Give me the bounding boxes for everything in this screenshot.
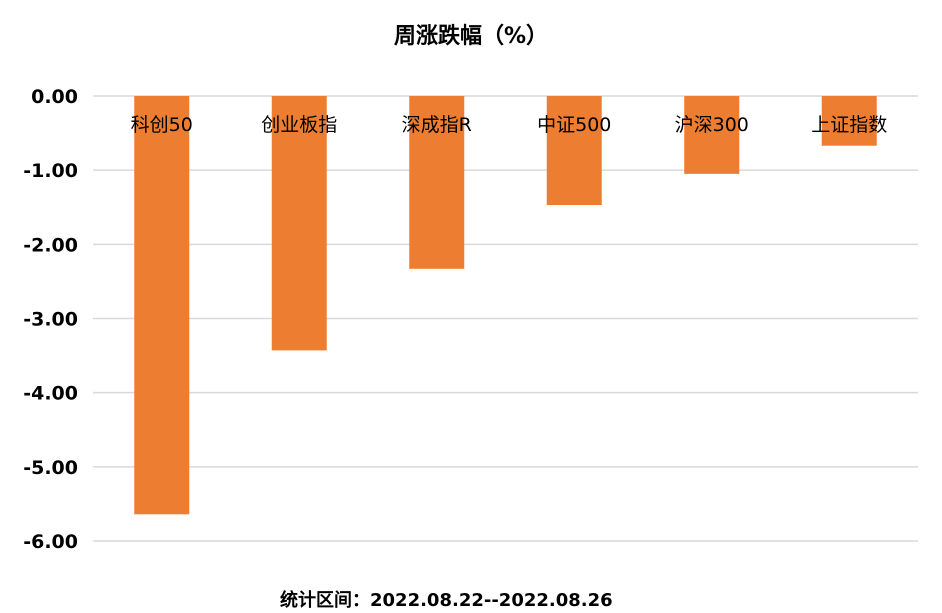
y-tick-label: -4.00 <box>23 383 78 405</box>
y-tick-label: -2.00 <box>23 234 78 256</box>
bar <box>134 96 190 515</box>
y-tick-label: -6.00 <box>23 531 78 553</box>
grid-lines <box>93 95 918 542</box>
bars <box>134 96 877 515</box>
category-label: 沪深300 <box>675 114 749 136</box>
category-label: 上证指数 <box>811 114 887 136</box>
bar <box>821 96 877 146</box>
bar <box>271 96 327 351</box>
y-tick-label: -5.00 <box>23 457 78 479</box>
bar <box>409 96 465 269</box>
category-label: 创业板指 <box>261 114 337 136</box>
bar <box>684 96 740 174</box>
stat-period-footer: 统计区间：2022.08.22--2022.08.26 <box>280 590 613 611</box>
y-tick-label: 0.00 <box>31 86 78 108</box>
y-tick-label: -3.00 <box>23 309 78 331</box>
y-tick-labels: 0.00 -1.00 -2.00 -3.00 -4.00 -5.00 -6.00 <box>23 86 78 553</box>
category-label: 中证500 <box>537 114 611 136</box>
category-label: 深成指R <box>402 114 472 136</box>
category-labels: 科创50 创业板指 深成指R 中证500 沪深300 上证指数 <box>131 114 888 136</box>
y-tick-label: -1.00 <box>23 160 78 182</box>
category-label: 科创50 <box>131 114 193 136</box>
bar <box>546 96 602 206</box>
chart-title: 周涨跌幅（%） <box>393 24 549 49</box>
